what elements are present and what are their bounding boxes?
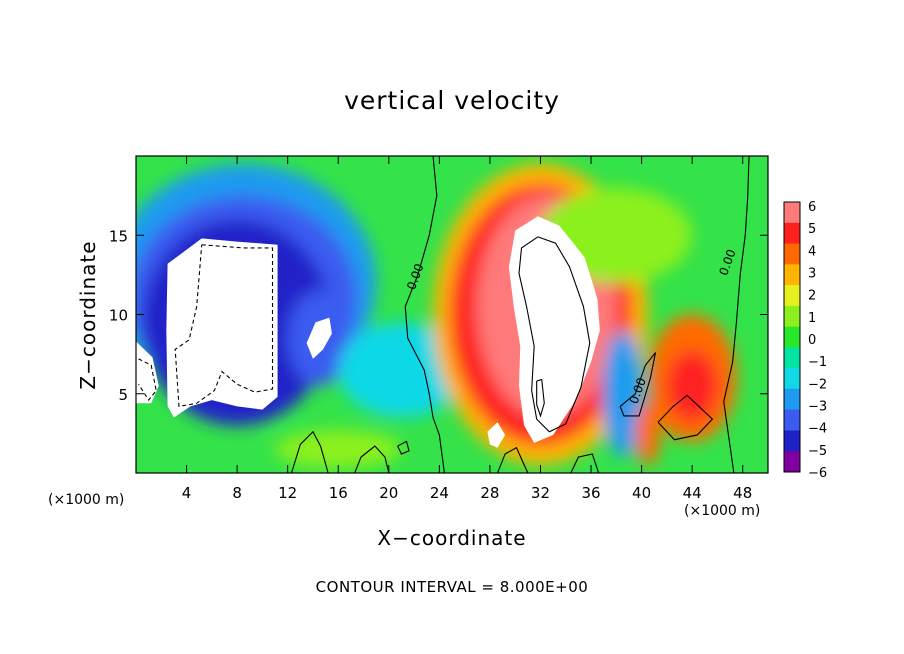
x-tick-label-9: 40 (632, 484, 651, 502)
zero-contour-left (404, 156, 445, 473)
x-tick-label-10: 44 (683, 484, 702, 502)
x-tick-label-3: 16 (329, 484, 348, 502)
updraft-core-base (487, 422, 506, 448)
x-axis-label: X−coordinate (377, 526, 527, 550)
updraft-contour-core (536, 378, 545, 418)
downdraft-core (166, 238, 278, 418)
chart-title: vertical velocity (344, 86, 560, 115)
contour-lines: 0.00 0.000.00 (138, 156, 750, 473)
right-downdraft (602, 330, 643, 458)
colorbar-segment-1 (784, 222, 800, 245)
colorbar-label-12: −6 (808, 466, 827, 481)
colorbar-segment-2 (784, 243, 800, 265)
colorbar-segment-5 (784, 305, 800, 328)
right-cell-contour (657, 394, 714, 441)
x-tick-label-4: 20 (379, 484, 398, 502)
downdraft-contour (174, 244, 274, 408)
right-cell-core (666, 350, 718, 421)
surface-band (275, 430, 402, 469)
colorbar-segment-12 (784, 451, 800, 473)
updraft-contour-inner (518, 236, 591, 433)
surface-contour-4 (570, 453, 600, 473)
small-contour-1 (397, 440, 410, 455)
colorbar-segment-9 (784, 388, 800, 411)
colorbar-segment-3 (784, 264, 800, 286)
colorbar-label-7: −1 (808, 355, 827, 370)
x-tick-label-0: 4 (182, 484, 192, 502)
x-tick-label-7: 32 (531, 484, 550, 502)
contour-interval-note: CONTOUR INTERVAL = 8.000E+00 (315, 578, 589, 596)
surface-contour-3 (496, 446, 529, 473)
colorbar-segment-6 (784, 326, 800, 348)
x-tick-label-2: 12 (278, 484, 297, 502)
x-unit-label-right: (×1000 m) (684, 503, 761, 519)
colorbar-label-1: 5 (808, 222, 816, 237)
y-tick-label-1: 10 (109, 307, 128, 325)
colorbar-label-5: 1 (808, 311, 816, 326)
x-tick-label-8: 36 (581, 484, 600, 502)
y-axis-label: Z−coordinate (76, 240, 100, 390)
x-tick-label-11: 48 (733, 484, 752, 502)
colorbar-label-11: −5 (808, 444, 827, 459)
colorbar-segment-10 (784, 409, 800, 431)
colorbar-segment-7 (784, 347, 800, 369)
x-unit-label-left: (×1000 m) (48, 492, 125, 508)
x-tick-label-5: 24 (430, 484, 449, 502)
surface-contour-1 (290, 430, 329, 473)
velocity-field (136, 156, 768, 473)
small-contour-right (619, 352, 657, 417)
x-axis: 4 8 12 16 20 24 28 32 36 40 44 48 (182, 156, 752, 502)
colorbar-label-3: 3 (808, 267, 816, 282)
colorbar-segment-4 (784, 285, 800, 307)
zero-contour-right (723, 156, 750, 473)
colorbar-label-4: 2 (808, 289, 816, 304)
colorbar-segment-11 (784, 430, 800, 452)
downdraft-contour-edge (138, 358, 157, 402)
surface-contour-2 (354, 445, 390, 473)
colorbar: 6 5 4 3 2 1 0 −1 −2 −3 −4 −5 −6 (783, 200, 827, 481)
colorbar-label-8: −2 (808, 377, 827, 392)
x-tick-label-6: 28 (480, 484, 499, 502)
colorbar-label-2: 4 (808, 244, 816, 259)
downdraft-core-small (306, 317, 332, 359)
colorbar-label-10: −4 (808, 422, 827, 437)
colorbar-label-0: 6 (808, 200, 816, 215)
colorbar-frame (783, 201, 801, 473)
y-tick-label-0: 5 (118, 386, 128, 404)
downdraft-core-edge (136, 341, 159, 404)
weak-downdraft (338, 322, 465, 418)
colorbar-segment-8 (784, 368, 800, 390)
small-updraft (635, 401, 661, 466)
y-axis: 5 10 15 (109, 227, 768, 404)
colorbar-label-9: −3 (808, 400, 827, 415)
x-tick-label-1: 8 (232, 484, 242, 502)
colorbar-segment-0 (784, 202, 800, 224)
colorbar-label-6: 0 (808, 333, 816, 348)
y-tick-label-2: 15 (109, 227, 128, 245)
